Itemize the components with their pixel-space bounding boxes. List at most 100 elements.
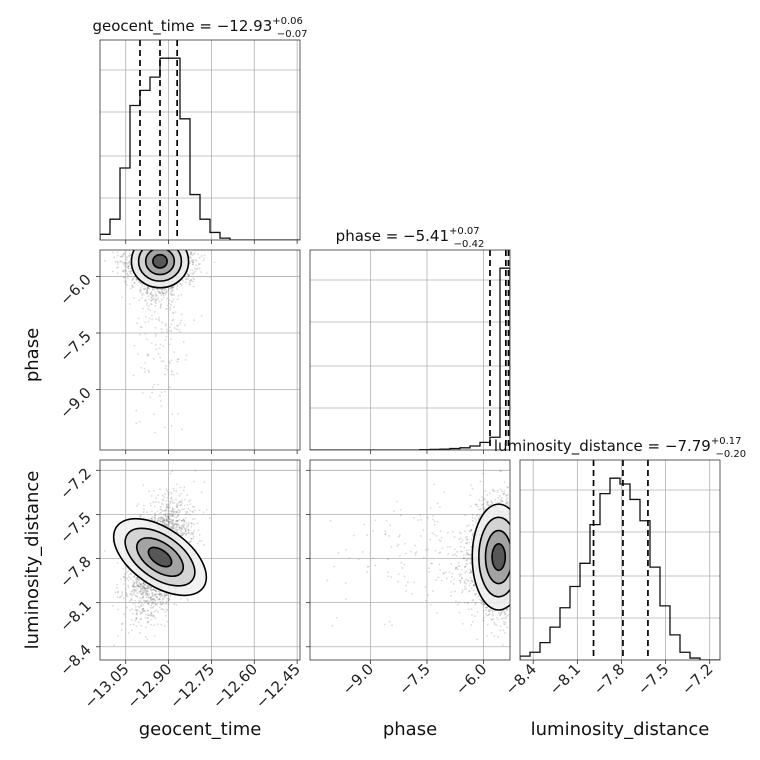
sample-point <box>146 587 149 590</box>
sample-point <box>130 270 133 272</box>
sample-point <box>151 592 153 595</box>
sample-point <box>140 286 143 289</box>
sample-point <box>182 341 185 343</box>
sample-point <box>159 292 162 295</box>
sample-point <box>150 517 152 520</box>
sample-point <box>147 354 150 357</box>
sample-point <box>165 602 168 605</box>
sample-point <box>157 383 159 386</box>
scatter-panel-geocent-time-vs-phase <box>103 250 216 434</box>
sample-point <box>131 586 134 588</box>
sample-point <box>161 288 163 291</box>
sample-point <box>150 604 153 607</box>
sample-point <box>130 573 132 576</box>
sample-point <box>130 618 133 621</box>
sample-point <box>147 320 150 323</box>
sample-point <box>185 512 188 515</box>
sample-point <box>130 597 133 600</box>
sample-point <box>139 326 142 329</box>
sample-point <box>169 501 172 504</box>
sample-point <box>140 593 143 596</box>
sample-point <box>132 623 135 626</box>
sample-point <box>150 598 153 601</box>
sample-point <box>192 263 194 265</box>
sample-point <box>150 293 153 296</box>
sample-point <box>161 288 164 291</box>
sample-point <box>163 509 166 512</box>
sample-point <box>176 519 179 522</box>
sample-point <box>131 584 134 587</box>
sample-point <box>165 515 167 517</box>
sample-point <box>132 585 135 588</box>
sample-point <box>138 281 141 284</box>
sample-point <box>138 578 141 581</box>
sample-point <box>193 253 195 256</box>
sample-point <box>150 342 153 345</box>
sample-point <box>121 255 123 257</box>
sample-point <box>142 603 145 606</box>
sample-point <box>145 596 148 599</box>
sample-point <box>160 391 163 394</box>
sample-point <box>171 509 174 512</box>
sample-point <box>166 524 169 527</box>
sample-point <box>162 519 165 522</box>
sample-point <box>158 592 161 595</box>
sample-point <box>141 608 144 611</box>
sample-point <box>163 522 166 525</box>
sample-point <box>192 535 195 538</box>
sample-point <box>149 292 152 295</box>
sample-point <box>182 518 185 521</box>
sample-point <box>198 256 201 259</box>
sample-point <box>179 504 182 507</box>
sample-point <box>193 278 196 281</box>
sample-point <box>165 509 167 511</box>
sample-point <box>122 567 125 570</box>
sample-point <box>152 501 155 504</box>
sample-point <box>205 272 208 274</box>
sample-point <box>122 270 125 273</box>
sample-point <box>123 253 125 256</box>
sample-point <box>121 255 124 257</box>
sample-point <box>149 596 152 599</box>
sample-point <box>213 261 216 264</box>
sample-point <box>135 582 138 585</box>
sample-point <box>151 386 154 389</box>
sample-point <box>142 607 145 610</box>
sample-point <box>153 383 156 386</box>
sample-point <box>146 638 149 641</box>
sample-point <box>159 592 162 595</box>
sample-point <box>179 486 182 489</box>
sample-point <box>175 324 178 327</box>
sample-point <box>172 318 175 321</box>
sample-point <box>163 287 166 290</box>
sample-point <box>165 324 167 327</box>
sample-point <box>164 367 167 370</box>
sample-point <box>121 623 124 625</box>
sample-point <box>169 287 172 290</box>
sample-point <box>154 518 157 521</box>
sample-point <box>139 289 142 292</box>
sample-point <box>131 279 134 281</box>
sample-point <box>169 518 171 521</box>
sample-point <box>168 330 171 332</box>
sample-point <box>160 405 163 408</box>
sample-point <box>150 623 152 626</box>
sample-point <box>150 586 153 589</box>
sample-point <box>130 629 133 632</box>
sample-point <box>180 293 183 296</box>
sample-point <box>171 519 174 522</box>
sample-point <box>170 338 172 341</box>
sample-point <box>175 519 178 522</box>
sample-point <box>164 492 166 495</box>
sample-point <box>150 303 153 306</box>
contour-line <box>152 253 168 269</box>
sample-point <box>127 586 130 589</box>
sample-point <box>131 613 134 615</box>
sample-point <box>142 511 145 513</box>
sample-point <box>151 294 153 297</box>
sample-point <box>126 266 129 269</box>
sample-point <box>162 499 165 502</box>
sample-point <box>138 516 141 519</box>
sample-point <box>159 596 162 598</box>
sample-point <box>125 272 128 275</box>
